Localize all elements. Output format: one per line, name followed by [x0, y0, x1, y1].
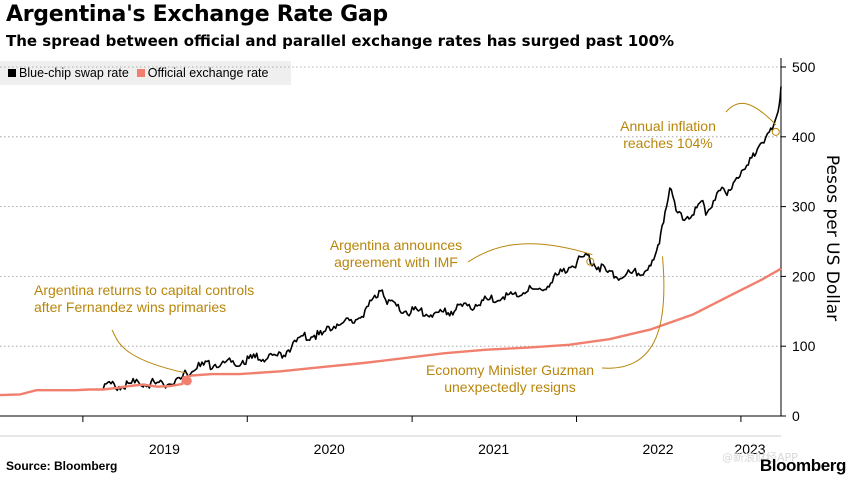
x-tick-label-2020: 2020 [314, 441, 345, 457]
x-tick-label-2023: 2023 [734, 441, 765, 457]
series-line-blue-chip-rate [0, 86, 782, 396]
x-tick-label-2021: 2021 [478, 441, 509, 457]
annotation-connector-inflation [725, 102, 777, 126]
chart-subtitle: The spread between official and parallel… [6, 32, 675, 50]
legend-swatch-official [136, 69, 145, 77]
annotation-marker-imf [586, 257, 595, 266]
y-tick-label-300: 300 [792, 199, 816, 215]
annotation-text-imf-line-1: agreement with IMF [334, 254, 458, 270]
y-tick-label-0: 0 [792, 408, 800, 424]
legend-swatch-blue-chip [8, 69, 16, 77]
chart-legend: Blue-chip swap rate Official exchange ra… [0, 61, 291, 85]
x-tick-label-2019: 2019 [149, 441, 180, 457]
annotation-connector-capital-controls [111, 329, 186, 374]
series-line-official-rate [0, 267, 782, 397]
annotation-connector-guzman [601, 256, 665, 369]
y-tick-label-400: 400 [792, 129, 816, 145]
legend-item-official: Official exchange rate [136, 66, 269, 80]
watermark: @新浪财经APP [722, 451, 798, 464]
chart-title: Argentina's Exchange Rate Gap [6, 2, 388, 27]
annotation-marker-capital-controls [182, 376, 192, 386]
annotation-connector-imf [467, 243, 593, 263]
legend-label-blue-chip: Blue-chip swap rate [19, 66, 129, 80]
legend-label-official: Official exchange rate [147, 66, 269, 80]
y-tick-label-200: 200 [792, 268, 816, 284]
x-tick-label-2022: 2022 [642, 441, 673, 457]
annotation-text-capital-controls-line-0: Argentina returns to capital controls [34, 282, 254, 298]
annotation-text-imf-line-0: Argentina announces [330, 237, 462, 253]
legend-item-blue-chip: Blue-chip swap rate [8, 66, 129, 80]
y-axis-label: Pesos per US Dollar [822, 154, 842, 322]
y-tick-label-500: 500 [792, 59, 816, 75]
source-note: Source: Bloomberg [6, 459, 118, 473]
annotation-text-inflation-line-1: reaches 104% [623, 135, 713, 151]
annotation-text-capital-controls-line-1: after Fernandez wins primaries [34, 299, 226, 315]
annotation-text-guzman-line-1: unexpectedly resigns [444, 379, 576, 395]
bloomberg-logo: Bloomberg [759, 456, 847, 475]
annotation-marker-inflation [771, 127, 780, 136]
annotation-text-guzman-line-0: Economy Minister Guzman [426, 362, 594, 378]
y-tick-label-100: 100 [792, 338, 816, 354]
annotation-text-inflation-line-0: Annual inflation [620, 118, 716, 134]
